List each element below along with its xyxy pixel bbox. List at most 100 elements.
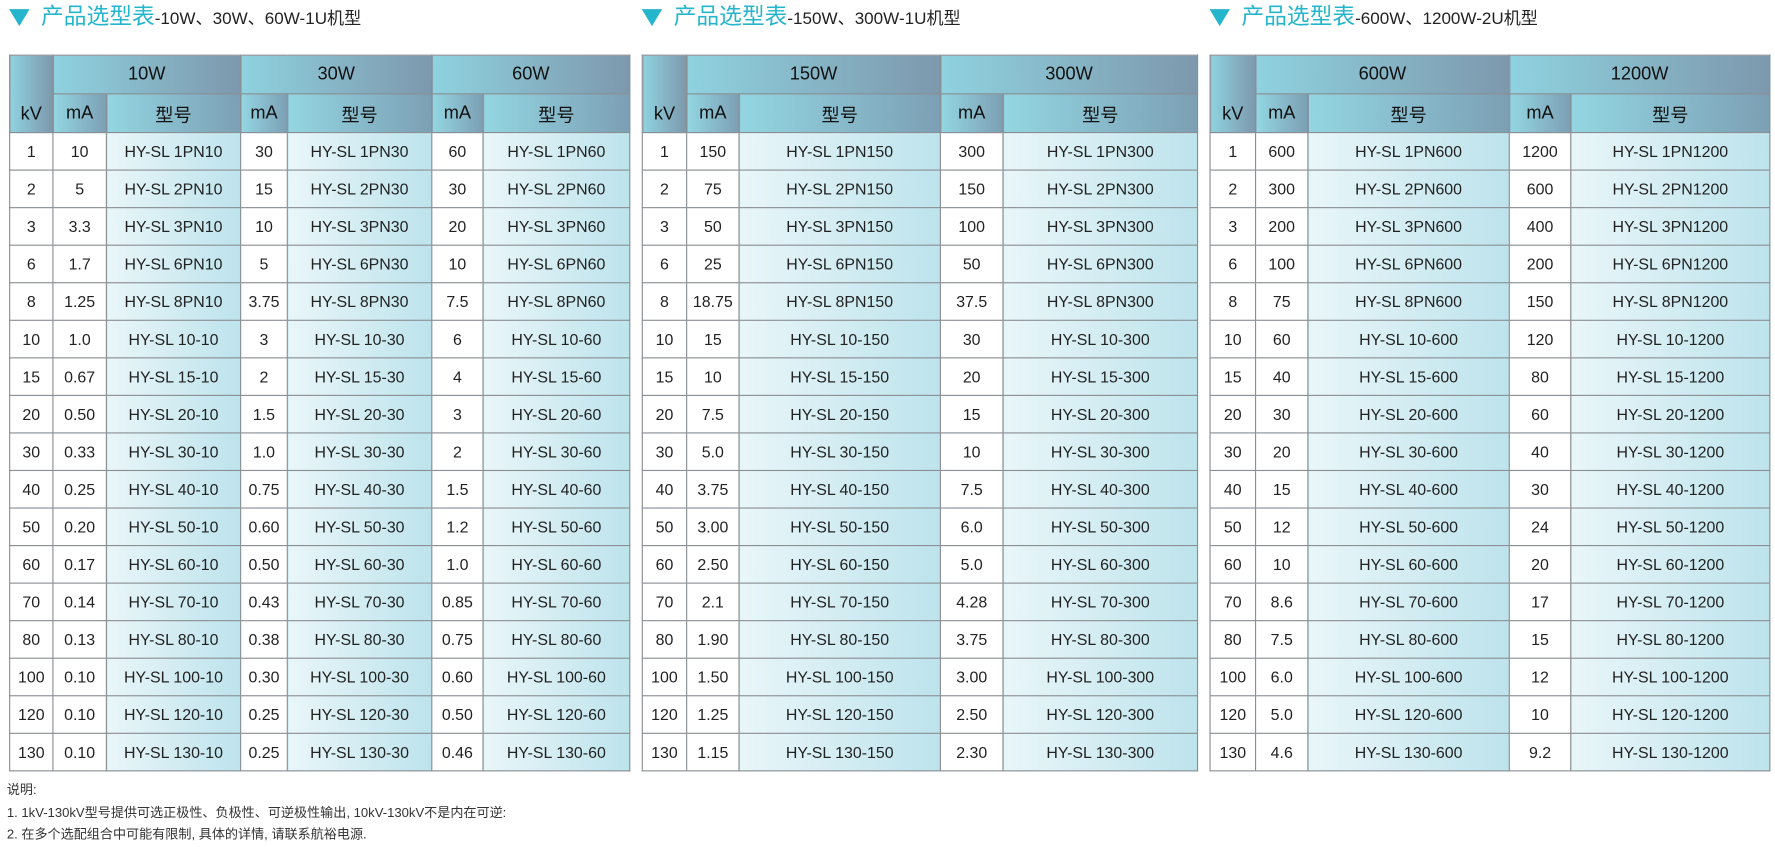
ma-cell: 2.50 bbox=[939, 695, 1004, 734]
model-cell: HY-SL 130-60 bbox=[482, 732, 631, 772]
kv-cell: 130 bbox=[1209, 732, 1257, 772]
model-cell: HY-SL 3PN1200 bbox=[1570, 207, 1771, 246]
kv-cell: 80 bbox=[9, 620, 54, 659]
kv-cell: 2 bbox=[641, 169, 688, 209]
model-cell: HY-SL 3PN150 bbox=[738, 207, 941, 246]
table-row: 60 10 HY-SL 60-600 20 HY-SL 60-1200 bbox=[1209, 545, 1771, 584]
model-cell: HY-SL 120-10 bbox=[105, 695, 242, 734]
ma-cell: 20 bbox=[1254, 432, 1309, 472]
kv-cell: 120 bbox=[9, 695, 54, 734]
model-cell: HY-SL 30-150 bbox=[738, 432, 941, 472]
column-header: mA bbox=[431, 93, 484, 134]
model-cell: HY-SL 80-60 bbox=[482, 620, 631, 659]
kv-cell: 30 bbox=[641, 432, 688, 472]
ma-cell: 0.43 bbox=[240, 582, 288, 622]
ma-cell: 0.38 bbox=[240, 620, 288, 659]
model-cell: HY-SL 30-60 bbox=[482, 432, 631, 472]
table-row: 10 1.0 HY-SL 10-10 3 HY-SL 10-30 6 HY-SL 10-60 bbox=[9, 319, 631, 359]
table-row: 70 8.6 HY-SL 70-600 17 HY-SL 70-1200 bbox=[1209, 582, 1771, 622]
kv-cell: 100 bbox=[9, 657, 54, 697]
model-cell: HY-SL 10-600 bbox=[1307, 319, 1510, 359]
ma-cell: 0.25 bbox=[240, 732, 288, 772]
model-cell: HY-SL 3PN10 bbox=[105, 207, 242, 246]
group-header: 1200W bbox=[1508, 54, 1771, 95]
model-cell: HY-SL 10-1200 bbox=[1570, 319, 1771, 359]
model-cell: HY-SL 60-10 bbox=[105, 545, 242, 584]
header-row: kV 150W 300W bbox=[641, 54, 1199, 134]
title-sub: -10W、30W、60W-1U机型 bbox=[154, 9, 362, 29]
table-row: 6 1.7 HY-SL 6PN10 5 HY-SL 6PN30 10 HY-SL 6PN60 bbox=[9, 244, 631, 284]
kv-cell: 40 bbox=[1209, 469, 1257, 509]
model-cell: HY-SL 50-1200 bbox=[1570, 507, 1771, 547]
ma-cell: 7.5 bbox=[431, 282, 484, 321]
model-cell: HY-SL 100-10 bbox=[105, 657, 242, 697]
ma-cell: 2.30 bbox=[939, 732, 1004, 772]
table-row: 20 30 HY-SL 20-600 60 HY-SL 20-1200 bbox=[1209, 394, 1771, 434]
kv-header: kV bbox=[1209, 54, 1257, 134]
model-cell: HY-SL 8PN30 bbox=[286, 282, 433, 321]
model-cell: HY-SL 6PN600 bbox=[1307, 244, 1510, 284]
model-cell: HY-SL 60-600 bbox=[1307, 545, 1510, 584]
model-cell: HY-SL 6PN60 bbox=[482, 244, 631, 284]
kv-cell: 80 bbox=[641, 620, 688, 659]
ma-cell: 7.5 bbox=[1254, 620, 1309, 659]
table-row: 6 100 HY-SL 6PN600 200 HY-SL 6PN1200 bbox=[1209, 244, 1771, 284]
table-row: 10 15 HY-SL 10-150 30 HY-SL 10-300 bbox=[641, 319, 1199, 359]
column-header: 型号 bbox=[738, 93, 941, 134]
column-header: 型号 bbox=[286, 93, 433, 134]
table-row: 120 5.0 HY-SL 120-600 10 HY-SL 120-1200 bbox=[1209, 695, 1771, 734]
model-cell: HY-SL 70-1200 bbox=[1570, 582, 1771, 622]
model-cell: HY-SL 8PN600 bbox=[1307, 282, 1510, 321]
model-cell: HY-SL 60-60 bbox=[482, 545, 631, 584]
kv-cell: 1 bbox=[9, 131, 54, 171]
kv-cell: 2 bbox=[1209, 169, 1257, 209]
ma-cell: 5 bbox=[240, 244, 288, 284]
kv-cell: 15 bbox=[641, 357, 688, 396]
ma-cell: 600 bbox=[1508, 169, 1572, 209]
title-main: 产品选型表 bbox=[40, 4, 155, 30]
group-header: 60W bbox=[431, 54, 631, 95]
table-row: 10 60 HY-SL 10-600 120 HY-SL 10-1200 bbox=[1209, 319, 1771, 359]
table-title: 产品选型表-150W、300W-1U机型 bbox=[641, 2, 961, 32]
ma-cell: 1.50 bbox=[686, 657, 740, 697]
model-cell: HY-SL 40-60 bbox=[482, 469, 631, 509]
model-cell: HY-SL 80-300 bbox=[1002, 620, 1199, 659]
table-row: 80 1.90 HY-SL 80-150 3.75 HY-SL 80-300 bbox=[641, 620, 1199, 659]
table-row: 2 5 HY-SL 2PN10 15 HY-SL 2PN30 30 HY-SL 2PN60 bbox=[9, 169, 631, 209]
ma-cell: 150 bbox=[939, 169, 1004, 209]
ma-cell: 5 bbox=[52, 169, 107, 209]
kv-cell: 20 bbox=[9, 394, 54, 434]
ma-cell: 10 bbox=[939, 432, 1004, 472]
note: 2. 在多个选配组合中可能有限制, 具体的详情, 请联系航裕电源. bbox=[6, 828, 367, 842]
ma-cell: 5.0 bbox=[939, 545, 1004, 584]
ma-cell: 6.0 bbox=[939, 507, 1004, 547]
model-cell: HY-SL 15-60 bbox=[482, 357, 631, 396]
table-row: 15 10 HY-SL 15-150 20 HY-SL 15-300 bbox=[641, 357, 1199, 396]
kv-cell: 100 bbox=[1209, 657, 1257, 697]
ma-cell: 3.00 bbox=[686, 507, 740, 547]
ma-cell: 10 bbox=[240, 207, 288, 246]
ma-cell: 1.7 bbox=[52, 244, 107, 284]
model-cell: HY-SL 50-150 bbox=[738, 507, 941, 547]
ma-cell: 20 bbox=[1508, 545, 1572, 584]
ma-cell: 3 bbox=[431, 394, 484, 434]
model-cell: HY-SL 80-150 bbox=[738, 620, 941, 659]
model-cell: HY-SL 10-30 bbox=[286, 319, 433, 359]
ma-cell: 15 bbox=[686, 319, 740, 359]
table-row: 40 15 HY-SL 40-600 30 HY-SL 40-1200 bbox=[1209, 469, 1771, 509]
ma-cell: 30 bbox=[240, 131, 288, 171]
model-cell: HY-SL 15-150 bbox=[738, 357, 941, 396]
model-cell: HY-SL 60-300 bbox=[1002, 545, 1199, 584]
model-cell: HY-SL 3PN30 bbox=[286, 207, 433, 246]
model-cell: HY-SL 8PN10 bbox=[105, 282, 242, 321]
kv-cell: 6 bbox=[9, 244, 54, 284]
model-cell: HY-SL 2PN30 bbox=[286, 169, 433, 209]
model-cell: HY-SL 50-600 bbox=[1307, 507, 1510, 547]
model-cell: HY-SL 20-600 bbox=[1307, 394, 1510, 434]
table-row: 2 75 HY-SL 2PN150 150 HY-SL 2PN300 bbox=[641, 169, 1199, 209]
model-cell: HY-SL 70-10 bbox=[105, 582, 242, 622]
ma-cell: 1.0 bbox=[52, 319, 107, 359]
table-header: kV 150W 300W mA 型号 mA 型号 bbox=[641, 54, 1199, 134]
model-cell: HY-SL 40-1200 bbox=[1570, 469, 1771, 509]
ma-cell: 10 bbox=[1254, 545, 1309, 584]
